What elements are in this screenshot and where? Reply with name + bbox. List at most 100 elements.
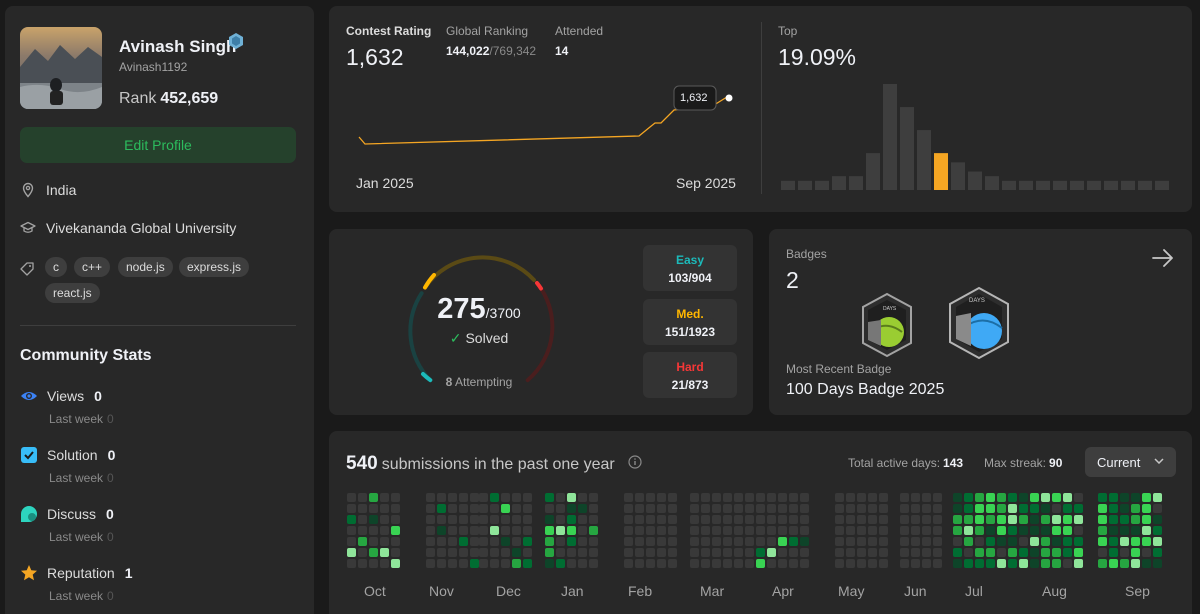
heatmap-cell[interactable]	[501, 548, 510, 557]
rating-distribution-histogram[interactable]	[781, 76, 1176, 192]
heatmap-cell[interactable]	[734, 493, 743, 502]
heatmap-cell[interactable]	[380, 493, 389, 502]
heatmap-cell[interactable]	[900, 548, 909, 557]
heatmap-cell[interactable]	[624, 504, 633, 513]
heatmap-cell[interactable]	[1063, 548, 1072, 557]
heatmap-cell[interactable]	[701, 559, 710, 568]
heatmap-cell[interactable]	[712, 559, 721, 568]
heatmap-cell[interactable]	[975, 515, 984, 524]
heatmap-cell[interactable]	[767, 515, 776, 524]
heatmap-cell[interactable]	[868, 559, 877, 568]
heatmap-cell[interactable]	[1109, 559, 1118, 568]
heatmap-cell[interactable]	[380, 537, 389, 546]
heatmap-cell[interactable]	[789, 559, 798, 568]
heatmap-cell[interactable]	[567, 526, 576, 535]
heatmap-cell[interactable]	[380, 515, 389, 524]
heatmap-cell[interactable]	[391, 493, 400, 502]
heatmap-cell[interactable]	[986, 515, 995, 524]
heatmap-cell[interactable]	[868, 504, 877, 513]
heatmap-cell[interactable]	[589, 548, 598, 557]
heatmap-cell[interactable]	[1019, 537, 1028, 546]
heatmap-cell[interactable]	[1019, 493, 1028, 502]
heatmap-cell[interactable]	[857, 526, 866, 535]
heatmap-cell[interactable]	[646, 526, 655, 535]
heatmap-cell[interactable]	[767, 504, 776, 513]
heatmap-cell[interactable]	[1153, 548, 1162, 557]
heatmap-cell[interactable]	[1063, 493, 1072, 502]
heatmap-cell[interactable]	[857, 559, 866, 568]
arrow-right-icon[interactable]	[1152, 248, 1174, 268]
heatmap-cell[interactable]	[347, 493, 356, 502]
heatmap-cell[interactable]	[1142, 504, 1151, 513]
heatmap-cell[interactable]	[556, 504, 565, 513]
heatmap-cell[interactable]	[900, 515, 909, 524]
heatmap-cell[interactable]	[391, 559, 400, 568]
heatmap-cell[interactable]	[900, 526, 909, 535]
heatmap-cell[interactable]	[723, 526, 732, 535]
heatmap-cell[interactable]	[1063, 537, 1072, 546]
heatmap-cell[interactable]	[734, 526, 743, 535]
heatmap-cell[interactable]	[523, 526, 532, 535]
heatmap-cell[interactable]	[756, 559, 765, 568]
heatmap-cell[interactable]	[1052, 548, 1061, 557]
easy-box[interactable]: Easy 103/904	[643, 245, 737, 291]
heatmap-cell[interactable]	[589, 493, 598, 502]
heatmap-cell[interactable]	[578, 537, 587, 546]
heatmap-cell[interactable]	[879, 537, 888, 546]
heatmap-cell[interactable]	[459, 537, 468, 546]
heatmap-cell[interactable]	[1098, 493, 1107, 502]
heatmap-cell[interactable]	[986, 548, 995, 557]
heatmap-cell[interactable]	[1041, 537, 1050, 546]
heatmap-cell[interactable]	[1153, 537, 1162, 546]
heatmap-cell[interactable]	[800, 537, 809, 546]
heatmap-cell[interactable]	[1063, 526, 1072, 535]
heatmap-cell[interactable]	[459, 548, 468, 557]
heatmap-cell[interactable]	[789, 548, 798, 557]
medium-box[interactable]: Med. 151/1923	[643, 299, 737, 345]
heatmap-cell[interactable]	[545, 515, 554, 524]
heatmap-cell[interactable]	[358, 515, 367, 524]
heatmap-cell[interactable]	[800, 493, 809, 502]
heatmap-cell[interactable]	[835, 559, 844, 568]
heatmap-cell[interactable]	[911, 537, 920, 546]
heatmap-cell[interactable]	[545, 526, 554, 535]
heatmap-cell[interactable]	[657, 559, 666, 568]
heatmap-cell[interactable]	[879, 548, 888, 557]
heatmap-cell[interactable]	[745, 493, 754, 502]
heatmap-cell[interactable]	[501, 504, 510, 513]
heatmap-cell[interactable]	[1041, 559, 1050, 568]
heatmap-cell[interactable]	[512, 526, 521, 535]
heatmap-cell[interactable]	[358, 559, 367, 568]
heatmap-cell[interactable]	[986, 559, 995, 568]
heatmap-cell[interactable]	[567, 504, 576, 513]
heatmap-cell[interactable]	[868, 537, 877, 546]
heatmap-cell[interactable]	[1052, 537, 1061, 546]
heatmap-cell[interactable]	[490, 504, 499, 513]
heatmap-cell[interactable]	[545, 493, 554, 502]
heatmap-cell[interactable]	[470, 515, 479, 524]
heatmap-cell[interactable]	[459, 559, 468, 568]
skill-tag[interactable]: react.js	[45, 283, 100, 303]
heatmap-cell[interactable]	[479, 515, 488, 524]
heatmap-cell[interactable]	[448, 504, 457, 513]
heatmap-cell[interactable]	[1041, 493, 1050, 502]
heatmap-cell[interactable]	[953, 537, 962, 546]
heatmap-cell[interactable]	[701, 493, 710, 502]
heatmap-cell[interactable]	[701, 515, 710, 524]
heatmap-cell[interactable]	[690, 526, 699, 535]
heatmap-cell[interactable]	[997, 526, 1006, 535]
heatmap-cell[interactable]	[459, 526, 468, 535]
heatmap-cell[interactable]	[778, 493, 787, 502]
heatmap-cell[interactable]	[347, 526, 356, 535]
heatmap-cell[interactable]	[668, 559, 677, 568]
heatmap-cell[interactable]	[391, 537, 400, 546]
heatmap-cell[interactable]	[767, 526, 776, 535]
heatmap-cell[interactable]	[523, 515, 532, 524]
heatmap-cell[interactable]	[846, 526, 855, 535]
heatmap-cell[interactable]	[437, 504, 446, 513]
heatmap-cell[interactable]	[470, 537, 479, 546]
heatmap-cell[interactable]	[1098, 537, 1107, 546]
heatmap-cell[interactable]	[1041, 526, 1050, 535]
heatmap-cell[interactable]	[1142, 559, 1151, 568]
heatmap-cell[interactable]	[756, 504, 765, 513]
